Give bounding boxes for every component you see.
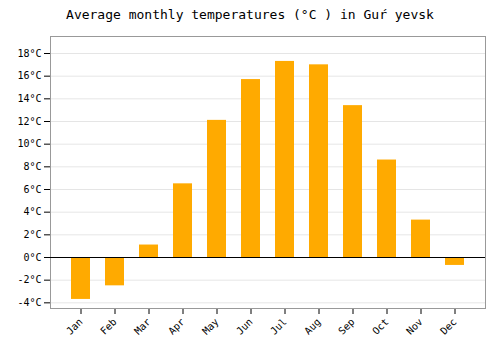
svg-text:Jun: Jun [234, 316, 255, 337]
svg-text:0°C: 0°C [23, 252, 41, 263]
svg-text:4°C: 4°C [23, 206, 41, 217]
svg-text:8°C: 8°C [23, 161, 41, 172]
svg-text:14°C: 14°C [17, 93, 41, 104]
svg-text:12°C: 12°C [17, 116, 41, 127]
svg-text:16°C: 16°C [17, 70, 41, 81]
svg-text:10°C: 10°C [17, 138, 41, 149]
svg-text:Jul: Jul [268, 316, 289, 337]
svg-text:Nov: Nov [404, 316, 425, 337]
svg-text:Feb: Feb [98, 316, 119, 337]
svg-text:Dec: Dec [438, 316, 459, 337]
svg-text:Oct: Oct [370, 316, 391, 337]
svg-text:Jan: Jan [64, 316, 85, 337]
svg-text:Mar: Mar [132, 316, 153, 337]
html-text:Average monthly temperatures (: Average monthly temperatures (°C ) in Gu… [66, 7, 434, 22]
svg-text:6°C: 6°C [23, 184, 41, 195]
svg-text:Aug: Aug [302, 316, 323, 337]
svg-text:May: May [200, 316, 221, 337]
svg-text:Apr: Apr [166, 316, 187, 337]
svg-text:-2°C: -2°C [17, 274, 41, 285]
svg-text:2°C: 2°C [23, 229, 41, 240]
svg-text:Sep: Sep [336, 316, 357, 337]
svg-text:18°C: 18°C [17, 48, 41, 59]
svg-text:-4°C: -4°C [17, 297, 41, 308]
